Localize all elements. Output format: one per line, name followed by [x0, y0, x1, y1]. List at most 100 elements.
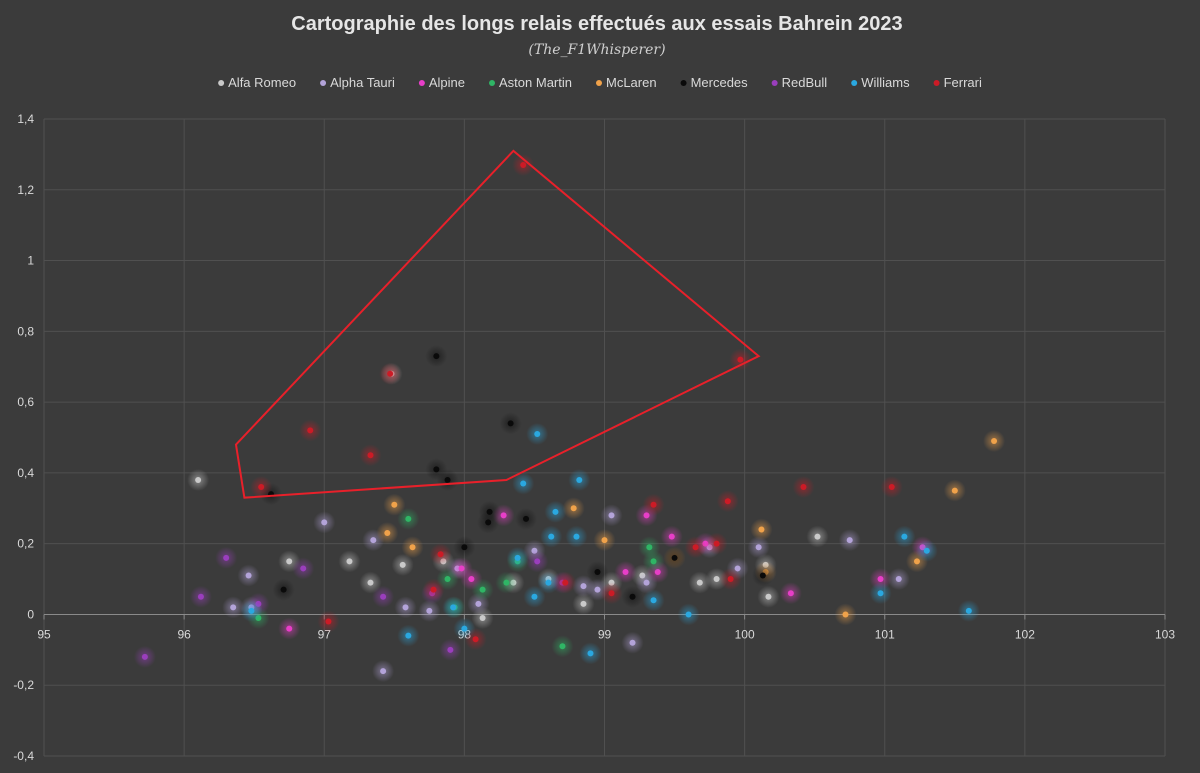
legend-item-ferrari: Ferrari	[933, 75, 982, 90]
data-point	[534, 558, 541, 565]
data-point	[901, 533, 908, 540]
series-williams	[240, 422, 980, 665]
y-tick-label: 1,4	[17, 112, 34, 126]
data-point	[223, 554, 230, 561]
data-point	[447, 646, 454, 653]
data-point	[759, 572, 766, 579]
data-point	[426, 607, 433, 614]
data-point	[765, 593, 772, 600]
data-point	[325, 618, 332, 625]
data-point	[384, 530, 391, 537]
legend-item-alpha-tauri: Alpha Tauri	[320, 75, 395, 90]
data-point	[608, 590, 615, 597]
data-point	[573, 533, 580, 540]
data-point	[594, 586, 601, 593]
y-tick-label: 1,2	[17, 183, 34, 197]
legend-marker	[418, 80, 425, 86]
data-point	[399, 561, 406, 568]
data-point	[433, 466, 440, 473]
data-point	[503, 579, 510, 586]
x-tick-label: 102	[1015, 627, 1035, 641]
data-point	[500, 512, 507, 519]
data-point	[846, 537, 853, 544]
legend-marker	[489, 80, 496, 86]
data-point	[923, 547, 930, 554]
data-point	[895, 576, 902, 583]
data-point	[814, 533, 821, 540]
data-point	[444, 476, 451, 483]
data-point	[727, 576, 734, 583]
data-point	[951, 487, 958, 494]
legend-item-aston-martin: Aston Martin	[489, 75, 572, 90]
data-point	[380, 593, 387, 600]
data-point	[230, 604, 237, 611]
y-tick-label: 0,4	[17, 466, 34, 480]
data-point	[570, 505, 577, 512]
legend-marker	[596, 80, 602, 86]
data-point	[409, 544, 416, 551]
data-point	[197, 593, 204, 600]
data-point	[472, 636, 479, 643]
data-point	[507, 420, 514, 427]
data-point	[713, 576, 720, 583]
data-point	[576, 476, 583, 483]
data-point	[370, 537, 377, 544]
data-point	[755, 544, 762, 551]
series-mercedes	[260, 345, 774, 608]
data-point	[594, 568, 601, 575]
data-point	[643, 579, 650, 586]
legend-label: Alpha Tauri	[330, 75, 395, 90]
y-tick-label: -0,2	[13, 678, 34, 692]
data-point	[685, 611, 692, 618]
data-point	[520, 480, 527, 487]
data-point	[724, 498, 731, 505]
series-ferrari	[250, 154, 903, 651]
legend-item-redbull: RedBull	[771, 75, 827, 90]
data-point	[402, 604, 409, 611]
data-point	[888, 484, 895, 491]
data-point	[991, 438, 998, 445]
data-point	[737, 356, 744, 363]
chart-subtitle: (The_F1Whisperer)	[528, 42, 665, 58]
data-point	[787, 590, 794, 597]
data-point	[668, 533, 675, 540]
data-point	[458, 565, 465, 572]
legend-item-mercedes: Mercedes	[680, 75, 749, 90]
data-point	[758, 526, 765, 533]
data-point	[307, 427, 314, 434]
x-tick-label: 103	[1155, 627, 1175, 641]
data-point	[534, 430, 541, 437]
data-point	[461, 544, 468, 551]
y-tick-label: 0,8	[17, 324, 34, 338]
x-tick-label: 99	[598, 627, 612, 641]
data-point	[405, 515, 412, 522]
highlight-region	[234, 149, 761, 499]
y-tick-label: 0	[27, 607, 34, 621]
data-point	[514, 554, 521, 561]
data-point	[367, 452, 374, 459]
x-tick-label: 101	[875, 627, 895, 641]
data-point	[650, 558, 657, 565]
data-points	[133, 154, 1006, 683]
data-point	[380, 668, 387, 675]
data-point	[195, 476, 202, 483]
data-point	[545, 579, 552, 586]
legend-marker	[680, 80, 687, 86]
legend-marker	[933, 80, 940, 86]
data-point	[346, 558, 353, 565]
legend-item-williams: Williams	[851, 75, 910, 90]
legend-item-mclaren: McLaren	[596, 75, 657, 90]
legend-marker	[851, 80, 858, 86]
data-point	[965, 607, 972, 614]
data-point	[367, 579, 374, 586]
data-point	[286, 558, 293, 565]
chart-title: Cartographie des longs relais effectués …	[291, 13, 902, 35]
legend-label: Mercedes	[691, 75, 749, 90]
data-point	[587, 650, 594, 657]
data-point	[286, 625, 293, 632]
data-point	[450, 604, 457, 611]
legend-label: Alfa Romeo	[228, 75, 296, 90]
x-tick-label: 100	[735, 627, 755, 641]
data-point	[300, 565, 307, 572]
